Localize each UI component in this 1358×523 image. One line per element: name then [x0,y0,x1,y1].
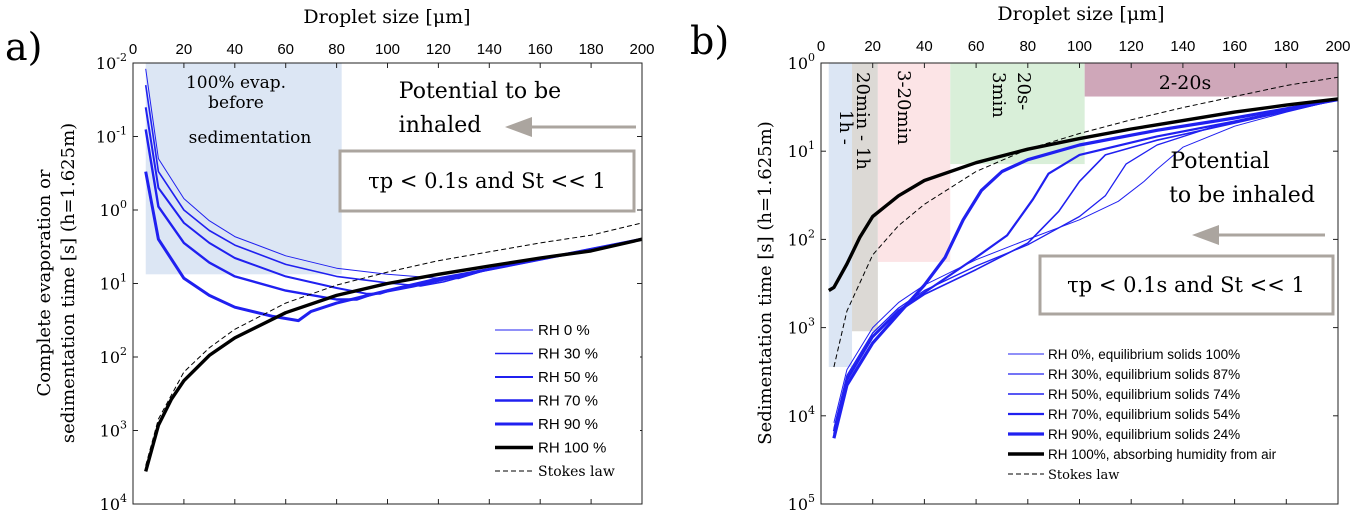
panel-a-evaporation-region [145,63,342,275]
panel-b-x-tick-label: 180 [1274,38,1299,55]
panel-b-legend-label: RH 90%, equilibrium solids 24% [1048,427,1240,442]
panel-b-legend: RH 0%, equilibrium solids 100% RH 30%, eq… [1002,338,1332,490]
panel-b-x-tick-label: 60 [968,38,985,55]
panel-a-y-axis-title-line1: Complete evaporation or [34,169,55,396]
panel-a-y-tick-label: 101 [100,272,127,294]
panel-a-region-label-3: sedimentation [189,128,312,148]
panel-a-series-line-4 [144,171,642,323]
panel-b-y-tick-label: 104 [788,404,815,426]
panel-a-y-tick-label: 103 [100,419,127,441]
panel-b-tau-box [1038,254,1335,316]
panel-a: a) Droplet size [μm] Complete evaporatio… [5,6,655,514]
panel-b-x-tick-label: 0 [817,38,825,55]
panel-b-region-label-20s-3min-2: 3min [988,72,1009,118]
panel-b-time-region-3 [950,63,1085,165]
panel-a-y-tick-label: 100 [100,198,127,220]
panel-b-region-label-20s-3min-1: 20s- [1013,72,1034,110]
panel-a-y-tick-label: 10-1 [96,125,127,147]
panel-a-tau-box [338,149,636,213]
panel-b-region-label-3-20min: 3-20min [893,70,914,145]
panel-a-legend-label: RH 90 % [538,416,598,433]
panel-a-legend-label: RH 0 % [538,322,590,339]
panel-a-y-tick-label: 10-2 [96,51,127,73]
panel-b-series-line-0 [833,99,1338,423]
panel-a-legend-label: RH 50 % [538,369,598,386]
panel-a-x-tick-label: 160 [528,41,553,58]
panel-b-time-region-4 [1084,63,1338,97]
panel-a-x-tick-label: 0 [129,41,137,58]
panel-b-legend-label: RH 0%, equilibrium solids 100% [1048,347,1240,362]
panel-a-y-axis-title-line2: sedimentation time [s] (h=1.625m) [58,123,79,443]
panel-a-legend: RH 0 % RH 30 % RH 50 % RH 70 % RH 90 % RH 100… [490,312,640,492]
panel-a-label: a) [5,25,42,69]
panel-a-legend-label: RH 100 % [538,440,606,457]
panel-a-x-tick-label: 40 [226,41,243,58]
panel-b-x-tick-label: 200 [1325,38,1350,55]
panel-b-x-tick-label: 140 [1170,38,1195,55]
panel-b-x-axis-title: Droplet size [μm] [997,3,1164,25]
panel-a-x-axis-title: Droplet size [μm] [303,6,470,28]
panel-b-series-line-3 [832,98,1338,432]
panel-a-legend-label: Stokes law [538,464,615,480]
panel-b-region-label-2-20s: 2-20s [1159,72,1211,94]
panel-b-series-line-1 [833,98,1338,429]
panel-a-region-label-2: before [208,93,264,113]
panel-b-x-tick-label: 160 [1222,38,1247,55]
panel-b-label: b) [690,19,729,63]
panel-a-region-label-1: 100% evap. [186,73,286,93]
panel-b-y-axis-title: Sedimentation time [s] (h=1.625m) [755,121,776,444]
panel-a-x-tick-label: 20 [176,41,193,58]
panel-b-legend-label: RH 70%, equilibrium solids 54% [1048,407,1240,422]
panel-b: b) Droplet size [μm] Sedimentation time … [690,3,1351,514]
panel-b-region-label-1h: 1h - [835,110,856,145]
panel-b-x-tick-label: 80 [1019,38,1036,55]
panel-b-series-line-6 [833,76,1338,368]
panel-b-legend-bg [1002,338,1332,490]
panel-b-arrow-icon [1192,225,1325,245]
panel-b-potential-label-2: to be inhaled [1169,183,1315,208]
panel-a-y-tick-label: 104 [100,492,127,514]
panel-a-x-tick-label: 80 [328,41,345,58]
panel-a-x-tick-label: 140 [477,41,502,58]
panel-a-series-line-5 [144,237,642,472]
panel-a-x-tick-label: 60 [277,41,294,58]
panel-b-legend-label: RH 100%, absorbing humidity from air [1048,447,1277,462]
panel-b-x-tick-label: 100 [1067,38,1092,55]
panel-b-time-region-0 [828,63,853,368]
panel-a-x-tick-label: 200 [629,41,654,58]
panel-b-region-label-20min-1h: 20min - 1h [852,72,873,170]
panel-b-x-tick-label: 20 [864,38,881,55]
panel-b-y-tick-label: 100 [788,51,815,73]
panel-b-y-tick-label: 105 [788,492,815,514]
panel-b-legend-label: Stokes law [1048,468,1119,483]
panel-a-legend-label: RH 30 % [538,346,598,363]
panel-a-potential-label-2: inhaled [399,113,482,138]
panel-a-arrow-icon [505,117,636,137]
panel-a-tau-text: τp < 0.1s and St << 1 [368,169,606,193]
panel-a-potential-label-1: Potential to be [399,79,561,104]
panel-b-legend-label: RH 30%, equilibrium solids 87% [1048,367,1240,382]
panel-b-potential-label-1: Potential [1170,149,1269,174]
panel-b-time-region-1 [852,63,878,332]
panel-a-legend-bg [490,312,640,492]
panel-b-time-region-2 [877,63,951,262]
panel-b-series-line-4 [832,98,1338,439]
panel-a-y-tick-label: 102 [100,345,127,367]
panel-b-series-line-5 [827,97,1338,292]
panel-b-y-tick-label: 103 [788,316,815,338]
panel-b-x-tick-label: 120 [1119,38,1144,55]
panel-b-y-tick-label: 101 [788,139,815,161]
panel-a-x-tick-label: 100 [375,41,400,58]
panel-b-y-tick-label: 102 [788,227,815,249]
panel-a-x-tick-label: 180 [579,41,604,58]
panel-b-legend-label: RH 50%, equilibrium solids 74% [1048,387,1240,402]
panel-a-x-tick-label: 120 [426,41,451,58]
panel-a-legend-label: RH 70 % [538,393,598,410]
panel-b-tau-text: τp < 0.1s and St << 1 [1067,273,1305,297]
panel-b-x-tick-label: 40 [916,38,933,55]
